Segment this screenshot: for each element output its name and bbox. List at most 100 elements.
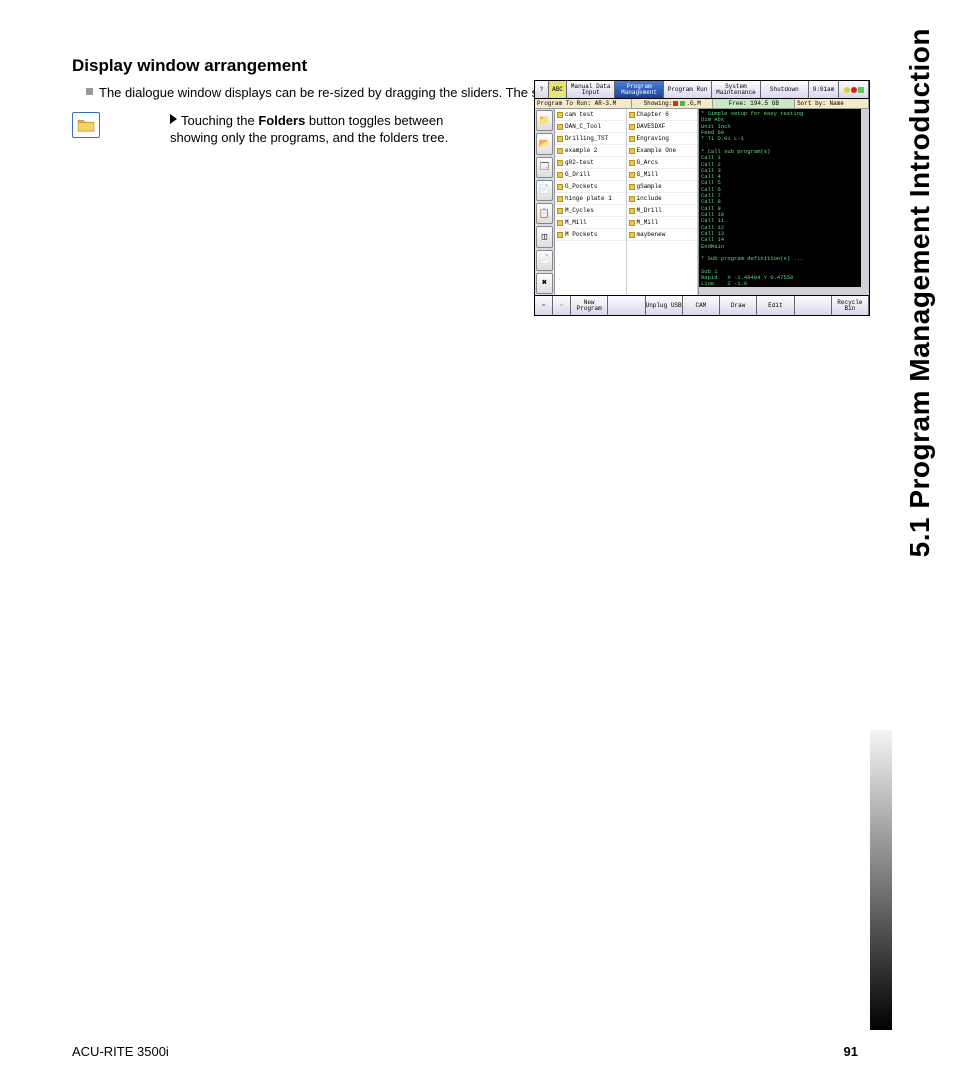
bottom-btn[interactable]: Recycle Bin bbox=[832, 296, 869, 315]
screenshot-bottombar: ⬅ ➡ New Program Unplug USB CAM Draw Edit… bbox=[535, 295, 869, 315]
file-icon bbox=[629, 208, 635, 214]
file-item[interactable]: DAN_C_Tool bbox=[555, 121, 626, 133]
topbar-btn[interactable]: System Maintenance bbox=[712, 81, 760, 98]
file-item[interactable]: M Pockets bbox=[555, 229, 626, 241]
status-icon bbox=[851, 87, 857, 93]
back-button[interactable]: ⬅ bbox=[535, 296, 553, 315]
file-label: DAN_C_Tool bbox=[565, 123, 601, 130]
file-icon bbox=[629, 232, 635, 238]
bottom-btn[interactable]: Edit bbox=[757, 296, 794, 315]
bottom-btn[interactable]: CAM bbox=[683, 296, 720, 315]
file-label: gSample bbox=[637, 183, 662, 190]
bottom-btn[interactable]: Unplug USB bbox=[646, 296, 683, 315]
file-item[interactable]: hinge plate 1 bbox=[555, 193, 626, 205]
file-label: M_Cycles bbox=[565, 207, 594, 214]
file-item[interactable]: Drilling_TST bbox=[555, 133, 626, 145]
scrollbar-horizontal[interactable] bbox=[699, 287, 861, 295]
folder-icon bbox=[77, 118, 95, 132]
tool-button[interactable]: 📁 bbox=[536, 110, 553, 131]
screenshot: ? ABC Manual Data Input Program Manageme… bbox=[534, 80, 870, 316]
abc-button[interactable]: ABC bbox=[549, 81, 567, 98]
file-label: M_Drill bbox=[637, 207, 662, 214]
forward-button: ➡ bbox=[553, 296, 571, 315]
file-item[interactable]: cam test bbox=[555, 109, 626, 121]
file-item[interactable]: maybenew bbox=[627, 229, 698, 241]
status-icon bbox=[844, 87, 850, 93]
side-gradient bbox=[870, 730, 892, 1030]
help-button[interactable]: ? bbox=[535, 81, 549, 98]
tool-button[interactable]: 📄 bbox=[536, 180, 553, 201]
file-item[interactable]: M_Mill bbox=[627, 217, 698, 229]
file-item[interactable]: G_Pockets bbox=[555, 181, 626, 193]
bottom-btn[interactable] bbox=[608, 296, 645, 315]
file-label: include bbox=[637, 195, 662, 202]
file-icon bbox=[557, 148, 563, 154]
file-label: hinge plate 1 bbox=[565, 195, 612, 202]
file-item[interactable]: M_Mill bbox=[555, 217, 626, 229]
tool-button[interactable]: ✖ bbox=[536, 273, 553, 294]
code-text: * Simple setup for easy testing Dim Abs … bbox=[701, 111, 867, 295]
scrollbar-vertical[interactable] bbox=[861, 109, 869, 295]
footer-product: ACU-RITE 3500i bbox=[72, 1044, 169, 1059]
status-sort: Sort by: Name bbox=[795, 99, 869, 108]
code-preview: * Simple setup for easy testing Dim Abs … bbox=[699, 109, 869, 295]
tool-button[interactable]: 🗔 bbox=[536, 157, 553, 178]
file-item[interactable]: include bbox=[627, 193, 698, 205]
bottom-btn[interactable] bbox=[795, 296, 832, 315]
sub-bold: Folders bbox=[258, 113, 305, 128]
sub-paragraph: Touching the Folders button toggles betw… bbox=[170, 112, 480, 147]
file-label: G_Arcs bbox=[637, 159, 659, 166]
file-label: M_Mill bbox=[637, 219, 659, 226]
file-item[interactable]: M_Cycles bbox=[555, 205, 626, 217]
file-label: example 2 bbox=[565, 147, 597, 154]
bottom-btn[interactable]: Draw bbox=[720, 296, 757, 315]
section-heading: Display window arrangement bbox=[72, 56, 862, 76]
file-item[interactable]: G_Arcs bbox=[627, 157, 698, 169]
file-icon bbox=[557, 208, 563, 214]
file-icon bbox=[629, 124, 635, 130]
tool-button[interactable]: 📄 bbox=[536, 250, 553, 271]
file-item[interactable]: Example One bbox=[627, 145, 698, 157]
sub-pre: Touching the bbox=[181, 113, 258, 128]
file-icon bbox=[557, 232, 563, 238]
file-label: Example One bbox=[637, 147, 677, 154]
file-item[interactable]: g02-test bbox=[555, 157, 626, 169]
file-icon bbox=[629, 220, 635, 226]
file-item[interactable]: Chapter 6 bbox=[627, 109, 698, 121]
file-label: Chapter 6 bbox=[637, 111, 669, 118]
file-item[interactable]: G_Mill bbox=[627, 169, 698, 181]
file-item[interactable]: example 2 bbox=[555, 145, 626, 157]
file-icon bbox=[557, 112, 563, 118]
file-list: cam test DAN_C_Tool Drilling_TSTexample 2 g… bbox=[555, 109, 699, 295]
status-program: Program To Run: AR-3.M bbox=[535, 99, 632, 108]
topbar-btn-active[interactable]: Program Management bbox=[615, 81, 663, 98]
file-item[interactable]: gSample bbox=[627, 181, 698, 193]
file-label: DAVESDXF bbox=[637, 123, 666, 130]
file-icon bbox=[557, 124, 563, 130]
file-icon bbox=[629, 160, 635, 166]
topbar-btn[interactable]: Shutdown bbox=[761, 81, 809, 98]
file-item[interactable]: M_Drill bbox=[627, 205, 698, 217]
page-number: 91 bbox=[844, 1044, 858, 1059]
file-label: G_Drill bbox=[565, 171, 590, 178]
file-item[interactable]: DAVESDXF bbox=[627, 121, 698, 133]
file-icon bbox=[557, 220, 563, 226]
file-label: G_Pockets bbox=[565, 183, 597, 190]
triangle-bullet-icon bbox=[170, 114, 177, 124]
file-label: M_Mill bbox=[565, 219, 587, 226]
bottom-btn[interactable]: New Program bbox=[571, 296, 608, 315]
tool-button[interactable]: ◫ bbox=[536, 226, 553, 247]
file-label: maybenew bbox=[637, 231, 666, 238]
file-label: Engraving bbox=[637, 135, 669, 142]
tool-button[interactable]: 📋 bbox=[536, 203, 553, 224]
topbar-btn[interactable]: Program Run bbox=[664, 81, 712, 98]
file-col-2: Chapter 6 DAVESDXF Engraving Example One G_A… bbox=[627, 109, 699, 295]
screenshot-statusbar: Program To Run: AR-3.M Showing:.G,M Free… bbox=[535, 99, 869, 109]
file-label: Drilling_TST bbox=[565, 135, 608, 142]
file-item[interactable]: Engraving bbox=[627, 133, 698, 145]
file-item[interactable]: G_Drill bbox=[555, 169, 626, 181]
file-icon bbox=[629, 136, 635, 142]
topbar-btn[interactable]: Manual Data Input bbox=[567, 81, 615, 98]
tool-button[interactable]: 📂 bbox=[536, 133, 553, 154]
file-label: g02-test bbox=[565, 159, 594, 166]
